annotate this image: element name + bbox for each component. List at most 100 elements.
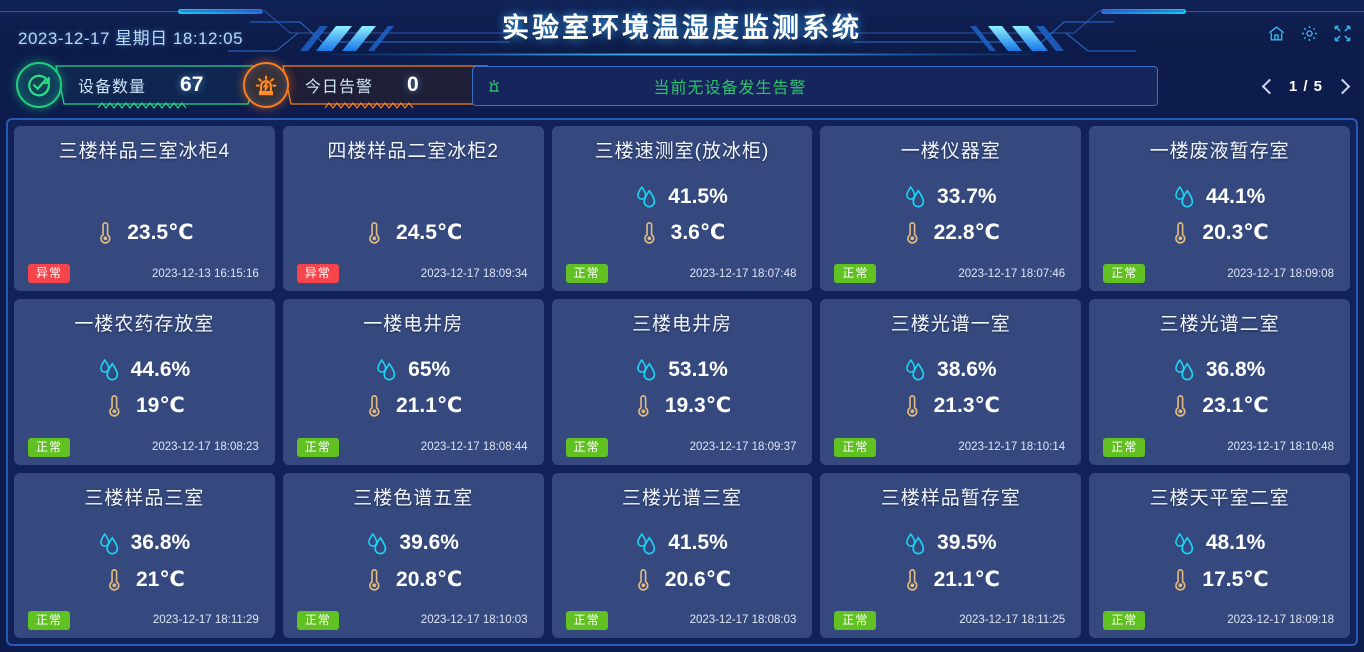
device-card-metrics: 38.6% 21.3℃: [830, 338, 1071, 437]
humidity-value: 41.5%: [668, 531, 728, 555]
temperature-value: 20.8℃: [396, 567, 463, 591]
device-card[interactable]: 四楼样品二室冰柜2 24.5℃ 异常 2023-12-17 18:09:34: [282, 126, 544, 292]
device-card-metrics: 41.5% 3.6℃: [562, 165, 803, 264]
device-card[interactable]: 三楼样品三室 36.8% 21℃ 正常 2023-12-17 18:11:29: [14, 472, 275, 638]
stat-today-alarm[interactable]: 今日告警 0: [243, 62, 488, 109]
humidity-drop-icon: [1174, 359, 1194, 381]
device-count-value: 67: [180, 73, 204, 96]
device-timestamp: 2023-12-17 18:11:29: [152, 614, 259, 627]
device-card-metrics: 36.8% 23.1℃: [1099, 338, 1340, 437]
header-line-right: [1184, 11, 1364, 12]
device-card-title: 三楼速测室(放冰柜): [594, 141, 770, 162]
stat-device-count[interactable]: 设备数量 67: [16, 62, 261, 109]
humidity-drop-icon: [1174, 532, 1194, 555]
home-icon[interactable]: [1267, 24, 1286, 43]
pagination-prev-icon[interactable]: [1261, 78, 1278, 95]
today-alarm-badge: [243, 62, 289, 108]
header-icon-group: [1267, 24, 1352, 43]
pagination-next-icon[interactable]: [1334, 78, 1351, 95]
device-card-metrics: 53.1% 19.3℃: [562, 338, 803, 437]
device-card-grid: 三楼样品三室冰柜4 23.5℃ 异常 2023-12-13 16:15:16 四楼样品二…: [14, 126, 1350, 638]
temperature-metric: 21.3℃: [830, 393, 1071, 419]
device-timestamp: 2023-12-13 16:15:16: [152, 267, 259, 280]
temperature-value: 23.1℃: [1202, 394, 1269, 418]
device-card[interactable]: 三楼光谱二室 36.8% 23.1℃ 正常 2023-12-17 18:10:48: [1089, 299, 1350, 465]
humidity-drop-icon: [906, 532, 925, 555]
status-badge: 正常: [28, 610, 71, 630]
today-alarm-teeth: [325, 102, 414, 109]
device-card-title: 一楼电井房: [363, 314, 464, 336]
temperature-metric: 23.5℃: [24, 220, 265, 246]
humidity-metric: 44.1%: [1099, 184, 1340, 210]
today-alarm-body: 今日告警 0: [279, 65, 488, 109]
device-card[interactable]: 一楼农药存放室 44.6% 19℃ 正常 2023-12-17 18:08:23: [14, 299, 275, 465]
thermometer-icon: [100, 222, 111, 244]
humidity-metric: 44.6%: [24, 357, 265, 383]
device-card-footer: 正常 2023-12-17 18:09:08: [1099, 264, 1340, 284]
temperature-metric: 20.3℃: [1099, 220, 1340, 246]
device-card-metrics: 33.7% 22.8℃: [830, 165, 1071, 264]
temperature-metric: 21.1℃: [830, 566, 1071, 592]
pagination-text: 1 / 5: [1288, 78, 1323, 95]
humidity-value: 38.6%: [937, 357, 997, 381]
device-card-metrics: 44.6% 19℃: [24, 338, 265, 437]
humidity-drop-icon: [637, 359, 656, 381]
status-badge: 正常: [834, 264, 877, 284]
device-timestamp: 2023-12-17 18:08:23: [152, 441, 259, 454]
device-card[interactable]: 一楼废液暂存室 44.1% 20.3℃ 正常 2023-12-17 18:09:08: [1089, 126, 1350, 292]
gear-icon[interactable]: [1300, 24, 1319, 43]
device-card-metrics: 41.5% 20.6℃: [562, 512, 803, 611]
header-datetime: 2023-12-17 星期日 18:12:05: [18, 29, 244, 48]
device-card[interactable]: 三楼天平室二室 48.1% 17.5℃ 正常 2023-12-17 18:09:18: [1089, 472, 1350, 638]
device-timestamp: 2023-12-17 18:07:46: [958, 267, 1066, 280]
humidity-value: 53.1%: [668, 357, 728, 381]
temperature-value: 23.5℃: [127, 221, 194, 245]
device-timestamp: 2023-12-17 18:10:14: [958, 441, 1066, 454]
device-card[interactable]: 三楼样品三室冰柜4 23.5℃ 异常 2023-12-13 16:15:16: [14, 126, 275, 292]
status-badge: 正常: [565, 437, 608, 457]
device-timestamp: 2023-12-17 18:09:37: [689, 441, 797, 454]
status-badge: 正常: [1103, 437, 1146, 457]
device-card-title: 三楼天平室二室: [1149, 487, 1290, 509]
device-card-metrics: 65% 21.1℃: [293, 338, 534, 437]
device-card-footer: 异常 2023-12-13 16:15:16: [24, 264, 265, 284]
temperature-value: 22.8℃: [933, 221, 1000, 245]
humidity-drop-icon: [906, 185, 925, 208]
device-count-frame: [55, 65, 261, 105]
device-card-footer: 正常 2023-12-17 18:07:46: [830, 264, 1071, 284]
device-card[interactable]: 三楼色谱五室 39.6% 20.8℃ 正常 2023-12-17 18:10:03: [282, 472, 544, 638]
alarm-light-icon: [255, 75, 277, 96]
thermometer-icon: [369, 568, 380, 591]
device-card-title: 四楼样品二室冰柜2: [327, 141, 499, 162]
temperature-metric: 23.1℃: [1099, 393, 1340, 419]
temperature-metric: 24.5℃: [293, 220, 534, 246]
device-timestamp: 2023-12-17 18:11:25: [959, 614, 1066, 627]
device-card-footer: 异常 2023-12-17 18:09:34: [293, 264, 534, 284]
device-card[interactable]: 三楼样品暂存室 39.5% 21.1℃ 正常 2023-12-17 18:11:25: [820, 472, 1082, 638]
alert-banner[interactable]: 当前无设备发生告警: [472, 66, 1158, 106]
device-card-footer: 正常 2023-12-17 18:08:03: [562, 610, 803, 630]
humidity-value: 36.8%: [130, 531, 191, 555]
device-card[interactable]: 一楼仪器室 33.7% 22.8℃ 正常 2023-12-17 18:07:46: [820, 126, 1082, 292]
thermometer-icon: [369, 222, 380, 244]
device-card-footer: 正常 2023-12-17 18:10:14: [830, 437, 1071, 457]
status-badge: 正常: [296, 610, 339, 630]
device-panel: 三楼样品三室冰柜4 23.5℃ 异常 2023-12-13 16:15:16 四楼样品二…: [6, 118, 1358, 646]
status-badge: 异常: [296, 264, 339, 284]
temperature-value: 17.5℃: [1202, 567, 1269, 591]
thermometer-icon: [637, 568, 649, 591]
temperature-value: 19℃: [136, 394, 185, 418]
device-card-metrics: 48.1% 17.5℃: [1099, 512, 1340, 611]
status-badge: 正常: [565, 264, 608, 284]
device-card[interactable]: 三楼电井房 53.1% 19.3℃ 正常 2023-12-17 18:09:37: [551, 299, 813, 465]
temperature-metric: 20.8℃: [293, 566, 534, 592]
app-header: 2023-12-17 星期日 18:12:05 实验室环境温湿度监测系统: [0, 0, 1364, 56]
device-card-metrics: 24.5℃: [293, 165, 534, 264]
device-card[interactable]: 三楼光谱一室 38.6% 21.3℃ 正常 2023-12-17 18:10:14: [820, 299, 1082, 465]
device-card[interactable]: 一楼电井房 65% 21.1℃ 正常 2023-12-17 18:08:44: [282, 299, 544, 465]
device-card-footer: 正常 2023-12-17 18:09:37: [562, 437, 803, 457]
device-card[interactable]: 三楼速测室(放冰柜) 41.5% 3.6℃ 正常 2023-12-17 18:07:48: [551, 126, 813, 292]
device-card[interactable]: 三楼光谱三室 41.5% 20.6℃ 正常 2023-12-17 18:08:03: [551, 472, 813, 638]
fullscreen-icon[interactable]: [1333, 24, 1352, 43]
humidity-metric: 48.1%: [1099, 530, 1340, 556]
